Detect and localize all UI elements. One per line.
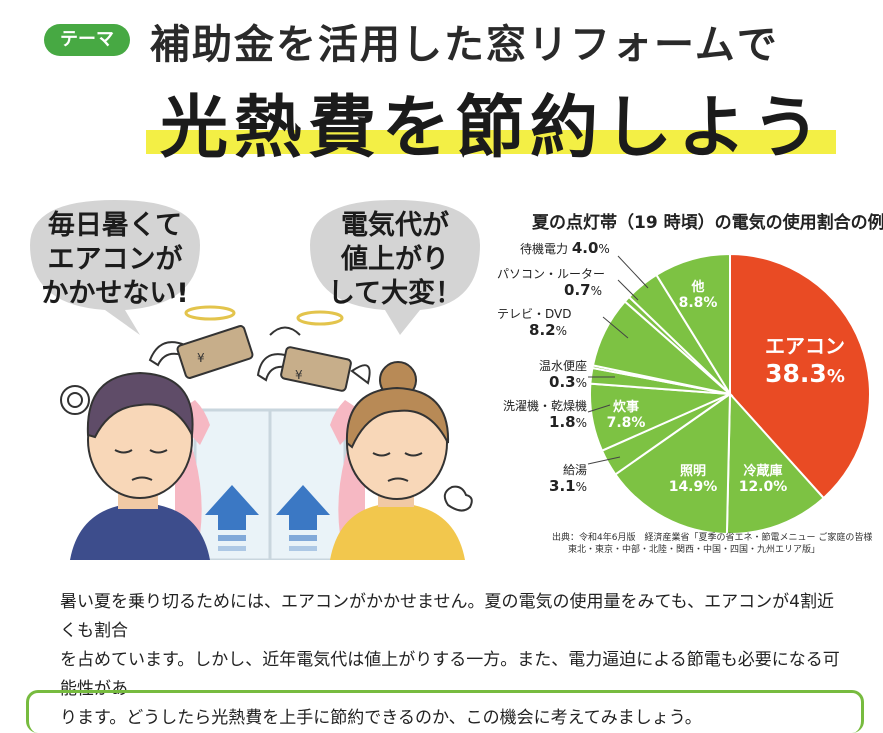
pie-slice [613,392,732,535]
label-standby: 待機電力 4.0% [520,239,610,257]
yen-mark: ¥ [295,368,303,382]
body-line: 暑い夏を乗り切るためには、エアコンがかかせません。夏の電気の使用量をみても、エア… [60,592,834,641]
title-highlight [146,130,836,154]
man-character [60,371,210,560]
label-water: 給湯 3.1% [549,463,587,495]
leader-lines [587,255,649,465]
woman-character [330,361,473,560]
bubble-left-line: エアコンが [47,244,183,275]
label-other: 他 8.8% [678,280,718,311]
label-pc: パソコン・ルーター 0.7% [497,267,606,299]
chart-source: 出典：令和4年6月版 経済産業省「夏季の省エネ・節電メニュー ご家庭の皆様 東北… [552,532,872,556]
page-title: 光熱費を節約しよう [146,72,836,168]
body-line: を占めています。しかし、近年電気代は値上がりする一方。また、電力逼迫による節電も… [60,650,840,699]
pie-slice [725,391,826,535]
page-subtitle: 補助金を活用した窓リフォームで [150,22,779,68]
illustration: ¥ ¥ [0,185,500,562]
bubble-text-left: 毎日暑くて エアコンが かかせない! [40,209,190,311]
pie-slice [729,252,871,500]
source-line: 東北・東京・中部・北陸・関西・中国・四国・九州エリア版」 [568,545,821,555]
label-toilet: 温水便座 0.3% [538,359,587,391]
source-line: 出典：令和4年6月版 経済産業省「夏季の省エネ・節電メニュー ご家庭の皆様 [552,533,873,543]
label-aircon: エアコン 38.3% [765,334,845,388]
pie-slices [589,252,871,535]
speech-bubble-right [310,200,480,335]
theme-tag: テーマ [44,24,130,56]
bubble-right-line: 値上がり [341,244,449,275]
bubble-left-line: かかせない! [41,278,189,309]
bubble-right-line: 電気代が [341,210,449,241]
label-tv: テレビ・DVD 8.2% [497,307,572,339]
next-section-box [26,690,864,733]
chart-title: 夏の点灯帯（19 時頃）の電気の使用割合の例 [532,213,883,233]
label-kitchen: 炊事 7.8% [606,400,646,431]
heat-arrows-icon [205,485,330,551]
yen-mark: ¥ [197,351,205,365]
bubble-left-line: 毎日暑くて [47,210,183,241]
bubble-right-line: して大変！ [327,278,463,309]
illustration-drawing: ¥ ¥ [30,200,480,562]
flying-money-icon: ¥ ¥ [148,305,371,392]
speech-bubble-left [30,200,200,335]
label-light: 照明 14.9% [668,464,718,495]
pie-chart [587,252,871,535]
page-title-text: 光熱費を節約しよう [160,89,827,168]
label-fridge: 冷蔵庫 12.0% [738,464,788,495]
bubble-text-right: 電気代が 値上がり して大変！ [320,209,470,311]
pie-slice [655,252,731,398]
label-laundry: 洗濯機・乾燥機 1.8% [502,399,587,431]
window-icon [175,400,365,562]
